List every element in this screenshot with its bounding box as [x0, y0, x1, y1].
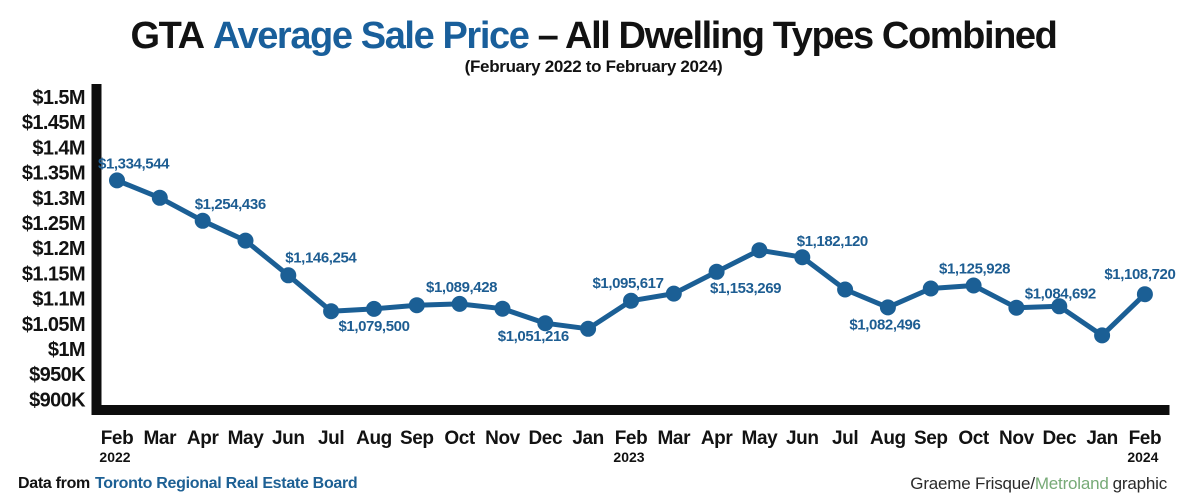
- data-point-value-label: $1,146,254: [285, 249, 357, 266]
- y-axis-tick-label: $1.1M: [32, 289, 85, 311]
- x-axis-month-label: Oct: [444, 428, 476, 449]
- data-point-value-label: $1,082,496: [849, 316, 920, 333]
- y-axis-tick-label: $1M: [48, 339, 85, 361]
- data-point-value-label: $1,084,692: [1025, 285, 1096, 302]
- x-axis-month-label: Oct: [958, 428, 990, 449]
- data-point-marker: [451, 295, 468, 312]
- y-axis-tick-label: $1.25M: [22, 213, 85, 235]
- brand-name: Metroland: [1034, 474, 1109, 493]
- data-point-marker: [922, 280, 939, 297]
- data-source-credit: Data from Toronto Regional Real Estate Bo…: [18, 475, 358, 493]
- data-point-value-label: $1,079,500: [338, 318, 409, 335]
- title-suffix: – All Dwelling Types Combined: [537, 15, 1058, 57]
- data-point-value-label: $1,051,216: [498, 328, 569, 345]
- data-point-marker: [537, 315, 554, 332]
- x-axis-year-label: 2023: [613, 449, 644, 465]
- x-axis-month-label: Jul: [832, 428, 858, 449]
- y-axis-tick-label: $1.45M: [22, 112, 85, 134]
- x-axis-month-label: Sep: [914, 428, 948, 449]
- data-point-value-label: $1,108,720: [1104, 266, 1175, 283]
- x-axis-month-label: Sep: [400, 428, 434, 449]
- data-point-marker: [751, 242, 768, 259]
- data-point-marker: [151, 189, 168, 206]
- data-point-marker: [1136, 286, 1153, 303]
- y-axis-tick-label: $900K: [29, 389, 86, 411]
- data-point-marker: [494, 300, 511, 317]
- y-axis-tick-label: $1.4M: [32, 137, 85, 159]
- credit-type-label: graphic: [1112, 474, 1168, 493]
- x-axis-month-label: Feb: [615, 428, 648, 449]
- x-axis-month-label: Jun: [786, 428, 819, 449]
- x-axis-year-label: 2022: [99, 449, 130, 465]
- x-axis-month-label: Nov: [999, 428, 1035, 449]
- data-point-marker: [323, 303, 340, 320]
- data-point-value-label: $1,095,617: [592, 275, 663, 292]
- y-axis-tick-label: $1.35M: [22, 163, 85, 185]
- data-point-marker: [1094, 327, 1111, 344]
- data-point-marker: [1008, 299, 1025, 316]
- x-axis-month-label: Feb: [101, 428, 134, 449]
- x-axis-month-label: Aug: [356, 428, 392, 449]
- data-point-value-label: $1,125,928: [939, 261, 1010, 278]
- data-point-marker: [1051, 298, 1068, 315]
- chart-title: GTA Average Sale Price – All Dwelling Type…: [0, 15, 1187, 58]
- x-axis-month-label: Mar: [144, 428, 178, 449]
- data-point-marker: [665, 285, 682, 302]
- data-point-marker: [965, 277, 982, 294]
- x-axis-month-label: Mar: [658, 428, 692, 449]
- data-source-prefix: Data from: [18, 475, 90, 492]
- x-axis-month-label: Jul: [318, 428, 344, 449]
- y-axis-tick-label: $1.5M: [32, 87, 85, 109]
- x-axis-month-label: Dec: [1042, 428, 1076, 449]
- data-point-marker: [237, 232, 254, 249]
- data-point-marker: [708, 263, 725, 280]
- data-point-value-label: $1,182,120: [797, 233, 868, 250]
- title-prefix: GTA: [130, 15, 206, 57]
- x-axis-month-label: Nov: [485, 428, 521, 449]
- x-axis-month-label: May: [742, 428, 779, 449]
- y-axis-tick-label: $1.15M: [22, 263, 85, 285]
- data-point-value-label: $1,089,428: [426, 279, 497, 296]
- x-axis-month-label: Dec: [528, 428, 562, 449]
- author-credit: Graeme Frisque/Metroland graphic: [910, 474, 1167, 494]
- x-axis-month-label: Apr: [701, 428, 734, 449]
- y-axis-line: [91, 84, 102, 415]
- author-name: Graeme Frisque/: [910, 474, 1035, 493]
- y-axis-tick-label: $950K: [29, 364, 86, 386]
- data-source-name: Toronto Regional Real Estate Board: [94, 475, 358, 492]
- y-axis-tick-label: $1.3M: [32, 188, 85, 210]
- data-point-value-label: $1,153,269: [710, 280, 781, 297]
- data-point-marker: [794, 249, 811, 266]
- data-point-marker: [280, 267, 297, 284]
- price-trend-line: [114, 177, 1148, 338]
- x-axis-line: [91, 405, 1170, 415]
- y-axis-tick-label: $1.2M: [32, 238, 85, 260]
- x-axis-month-label: Apr: [187, 428, 220, 449]
- data-point-marker: [194, 212, 211, 229]
- data-point-marker: [837, 281, 854, 298]
- data-point-marker: [879, 299, 896, 316]
- data-point-marker: [109, 172, 125, 189]
- x-axis-month-label: May: [228, 428, 265, 449]
- x-axis-month-label: Jan: [572, 428, 604, 449]
- x-axis-month-label: Feb: [1129, 428, 1162, 449]
- data-point-marker: [580, 320, 597, 337]
- data-point-marker: [366, 300, 382, 317]
- y-axis-tick-label: $1.05M: [22, 314, 85, 336]
- x-axis-month-label: Jun: [272, 428, 305, 449]
- x-axis-month-label: Jan: [1086, 428, 1118, 449]
- data-point-value-label: $1,334,544: [98, 155, 170, 172]
- data-point-value-label: $1,254,436: [195, 196, 266, 213]
- x-axis-month-label: Aug: [870, 428, 906, 449]
- x-axis-year-label: 2024: [1127, 449, 1158, 465]
- title-highlight: Average Sale Price: [212, 15, 530, 57]
- data-point-marker: [623, 292, 639, 309]
- data-point-marker: [408, 297, 425, 314]
- chart-subtitle: (February 2022 to February 2024): [464, 57, 723, 76]
